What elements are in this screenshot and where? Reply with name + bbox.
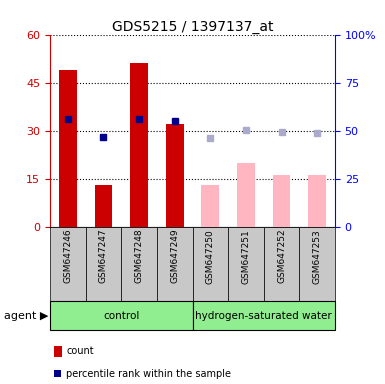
Text: count: count	[66, 346, 94, 356]
Bar	[50, 301, 192, 330]
Bar	[157, 227, 192, 301]
Bar	[166, 124, 184, 227]
Bar	[273, 175, 290, 227]
Bar	[59, 70, 77, 227]
Text: hydrogen-saturated water: hydrogen-saturated water	[195, 311, 332, 321]
Bar	[300, 227, 335, 301]
Text: GSM647251: GSM647251	[241, 229, 250, 283]
Text: GSM647246: GSM647246	[64, 229, 72, 283]
Bar	[201, 185, 219, 227]
Text: agent ▶: agent ▶	[4, 311, 48, 321]
Bar	[121, 227, 157, 301]
Text: GSM647249: GSM647249	[170, 229, 179, 283]
Bar	[50, 227, 85, 301]
Bar	[228, 227, 264, 301]
Text: GSM647247: GSM647247	[99, 229, 108, 283]
Bar	[192, 301, 335, 330]
Bar	[130, 63, 148, 227]
Text: GSM647248: GSM647248	[135, 229, 144, 283]
Text: GSM647252: GSM647252	[277, 229, 286, 283]
Bar	[264, 227, 300, 301]
Title: GDS5215 / 1397137_at: GDS5215 / 1397137_at	[112, 20, 273, 33]
Text: percentile rank within the sample: percentile rank within the sample	[66, 369, 231, 379]
Text: control: control	[103, 311, 139, 321]
Bar	[237, 162, 255, 227]
Bar	[308, 175, 326, 227]
Text: GSM647253: GSM647253	[313, 229, 321, 283]
Bar	[85, 227, 121, 301]
Bar	[192, 227, 228, 301]
Text: GSM647250: GSM647250	[206, 229, 215, 283]
Bar	[95, 185, 112, 227]
